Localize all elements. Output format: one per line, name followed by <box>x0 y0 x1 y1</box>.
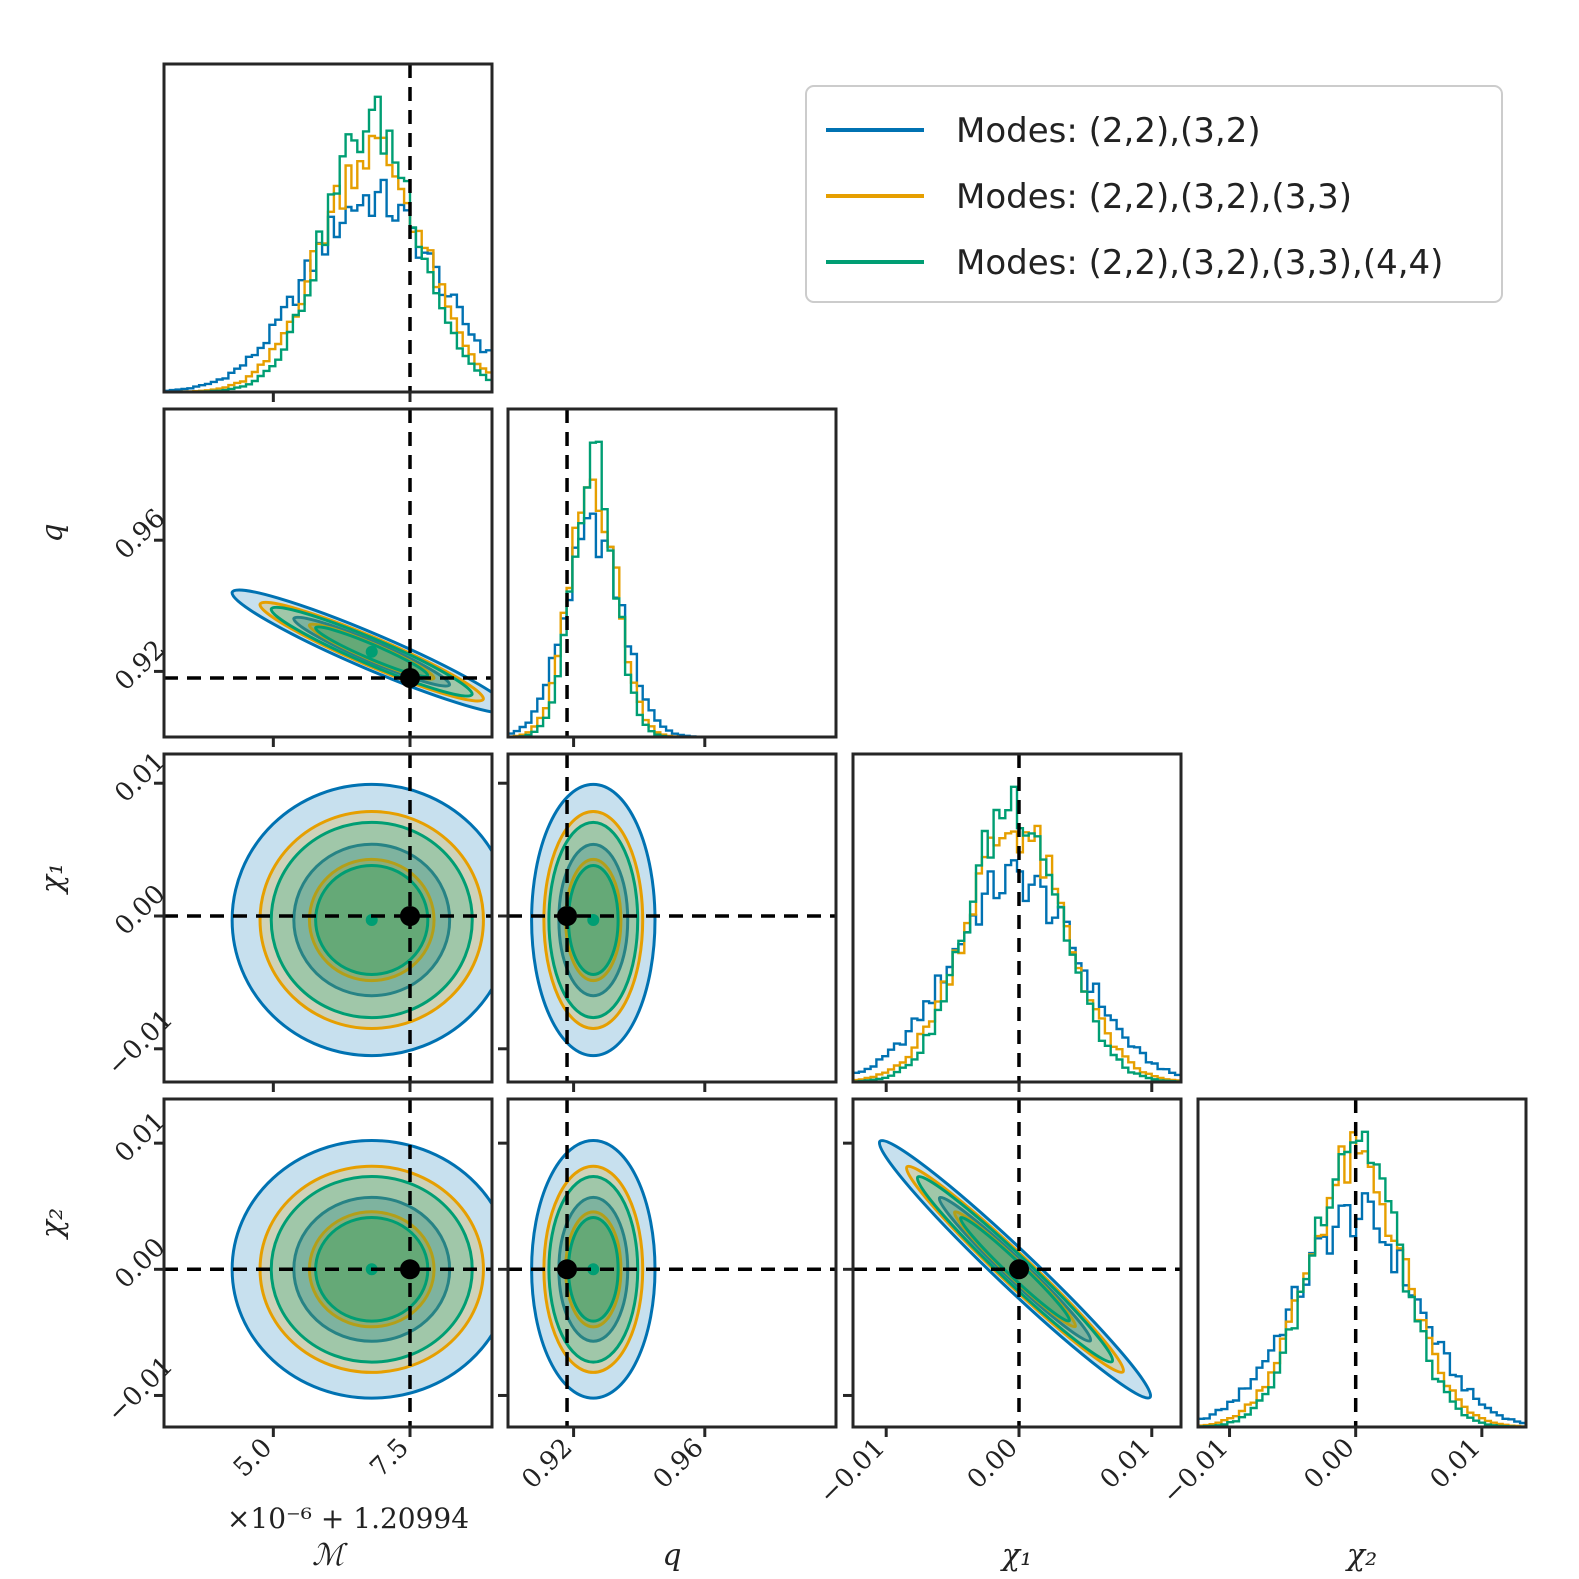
x-tick-label: 0.96 <box>648 1433 710 1495</box>
x-tick-label: −0.01 <box>1157 1433 1235 1511</box>
panel-content <box>164 64 492 392</box>
panel-frame <box>1196 1097 1528 1429</box>
y-tick-label: −0.01 <box>102 1351 180 1429</box>
histogram-series-0 <box>853 859 1181 1082</box>
panel-frame <box>162 752 494 1084</box>
y-tick-label: 0.00 <box>109 1233 171 1295</box>
panel-1-0 <box>154 407 494 747</box>
labels-layer: 0.92 0.96 −0.01 0.00 0.01 5.0 7.5 −0.01 0.00 0.01… <box>35 503 1487 1573</box>
histogram-series-1 <box>1198 1131 1526 1427</box>
panel-frame <box>162 407 494 739</box>
x-offset-label: ×10⁻⁶ + 1.20994 <box>227 1502 469 1535</box>
panel-3-3 <box>1196 1097 1528 1437</box>
legend-entry-2: Modes: (2,2),(3,2),(3,3),(4,4) <box>956 243 1443 283</box>
y-tick-label: 0.01 <box>109 746 171 808</box>
panel-frame <box>506 752 838 1084</box>
legend-entry-0: Modes: (2,2),(3,2) <box>956 111 1261 151</box>
panel-3-2 <box>843 1097 1183 1437</box>
panel-content <box>853 1099 1181 1427</box>
contour-core <box>365 645 378 658</box>
histogram-series-2 <box>853 785 1181 1082</box>
truth-point <box>557 906 578 927</box>
truth-point <box>1008 1259 1029 1280</box>
panel-frame <box>506 1097 838 1429</box>
histogram-series-2 <box>164 95 492 392</box>
panel-content <box>164 754 492 1082</box>
truth-point <box>557 1259 578 1280</box>
panel-content <box>164 1099 492 1427</box>
x-tick-label: −0.01 <box>814 1433 892 1511</box>
panel-2-1 <box>498 752 838 1092</box>
panel-content <box>508 1099 836 1427</box>
legend-entry-1: Modes: (2,2),(3,2),(3,3) <box>956 177 1352 217</box>
panel-1-1 <box>506 407 838 747</box>
truth-point <box>400 906 420 927</box>
panel-content <box>853 754 1181 1082</box>
panel-3-1 <box>498 1097 838 1437</box>
panel-content <box>508 409 836 737</box>
y-tick-label: 0.96 <box>109 503 171 565</box>
panel-frame <box>851 1097 1183 1429</box>
panel-2-2 <box>851 752 1183 1092</box>
panel-3-0 <box>154 1097 494 1437</box>
x-axis-label-2: χ₁ <box>1000 1538 1032 1573</box>
legend: Modes: (2,2),(3,2) Modes: (2,2),(3,2),(3,… <box>805 85 1503 303</box>
panel-frame <box>162 62 494 394</box>
histogram-series-2 <box>1198 1130 1526 1427</box>
truth-point <box>400 1259 420 1280</box>
panel-frame <box>506 407 838 739</box>
histogram-series-0 <box>164 178 492 392</box>
histogram-series-0 <box>508 512 836 737</box>
y-axis-label-1: q <box>35 523 70 542</box>
panel-content <box>508 754 836 1082</box>
y-tick-label: −0.01 <box>102 1004 180 1082</box>
x-tick-label: 0.01 <box>1425 1433 1487 1495</box>
x-axis-label-0: ℳ <box>312 1538 348 1573</box>
x-tick-label: 5.0 <box>228 1433 278 1483</box>
panel-2-0 <box>154 752 494 1092</box>
x-tick-label: 0.01 <box>1095 1433 1157 1495</box>
truth-point <box>400 667 420 688</box>
legend-box <box>805 85 1503 303</box>
x-tick-label: 7.5 <box>364 1433 414 1483</box>
x-tick-label: 0.00 <box>962 1433 1024 1495</box>
panels-layer <box>154 62 1528 1437</box>
x-tick-label: 0.00 <box>1298 1433 1360 1495</box>
x-tick-label: 0.92 <box>516 1433 578 1495</box>
histogram-series-2 <box>508 440 836 737</box>
histogram-series-1 <box>508 478 836 737</box>
x-axis-label-1: q <box>662 1538 681 1573</box>
histogram-series-1 <box>853 824 1181 1082</box>
x-axis-label-3: χ₂ <box>1345 1538 1377 1573</box>
y-tick-label: 0.92 <box>109 635 171 697</box>
y-axis-label-3: χ₂ <box>35 1208 70 1240</box>
histogram-series-1 <box>164 134 492 392</box>
panel-frame <box>162 1097 494 1429</box>
panel-frame <box>851 752 1183 1084</box>
panel-content <box>1198 1099 1526 1427</box>
y-axis-label-2: χ₁ <box>35 863 70 895</box>
panel-content <box>164 409 492 737</box>
contour-core <box>587 1263 600 1276</box>
contour-series-0-level-0 <box>230 782 492 1058</box>
y-tick-label: 0.01 <box>109 1106 171 1168</box>
y-tick-label: 0.00 <box>109 879 171 941</box>
contour-series-0-level-0 <box>230 1139 492 1400</box>
panel-0-0 <box>162 62 494 402</box>
histogram-series-0 <box>1198 1192 1526 1427</box>
